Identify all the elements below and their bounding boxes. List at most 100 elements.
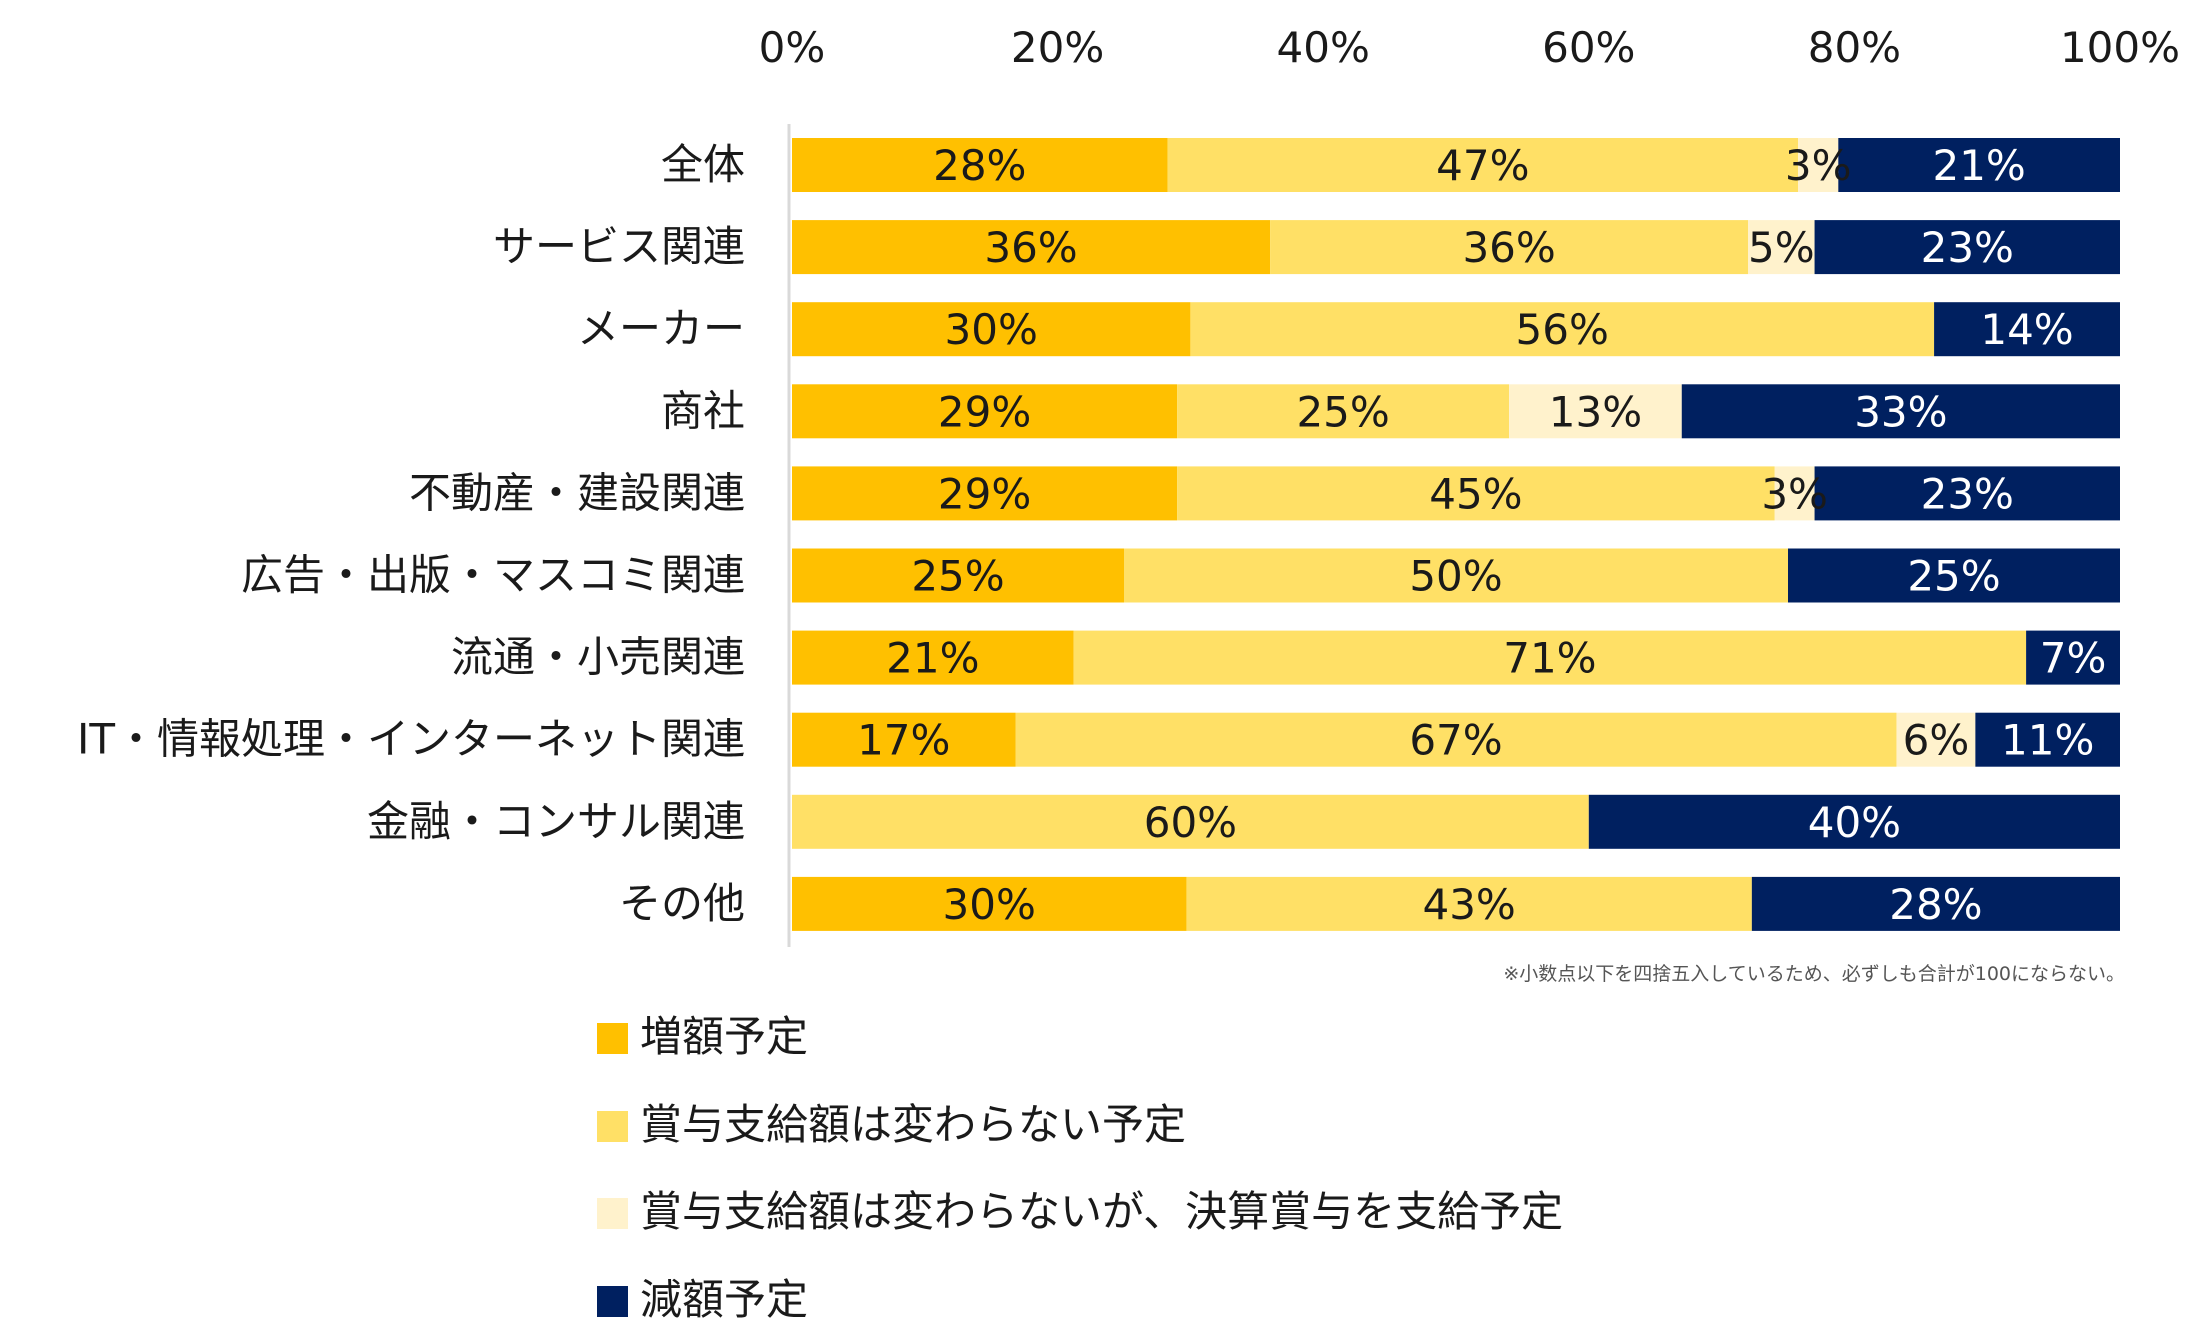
data-label: 67%	[1409, 716, 1502, 765]
category-label: サービス関連	[493, 222, 745, 271]
category-label: 金融・コンサル関連	[367, 797, 745, 846]
x-tick-label: 80%	[1808, 23, 1901, 72]
category-label: その他	[619, 879, 745, 928]
bar-segment	[1190, 302, 1935, 357]
data-label: 3%	[1785, 141, 1852, 190]
data-label: 40%	[1808, 798, 1901, 847]
data-label: 21%	[886, 634, 979, 683]
data-label: 60%	[1144, 798, 1237, 847]
x-tick-label: 60%	[1542, 23, 1635, 72]
bar-segment	[792, 712, 1016, 767]
category-labels: 全体サービス関連メーカー商社不動産・建設関連広告・出版・マスコミ関連流通・小売関…	[77, 140, 745, 928]
data-label: 25%	[1296, 387, 1389, 436]
x-axis-ticks: 0% 20% 40% 60% 80% 100%	[759, 23, 2180, 72]
bar-segment	[1748, 220, 1815, 275]
data-label: 25%	[911, 552, 1004, 601]
data-label: 3%	[1761, 469, 1828, 518]
legend-item: 賞与支給額は変わらないが、決算賞与を支給予定	[597, 1165, 1563, 1253]
data-label: 36%	[984, 223, 1077, 272]
bar-segment	[1124, 548, 1788, 603]
value-labels: 28% 47% 3% 21% 36% 36% 5% 23% 30% 56% 14% 29% 25% 13%…	[857, 141, 2106, 929]
data-label: 43%	[1422, 880, 1515, 929]
legend-item: 賞与支給額は変わらない予定	[597, 1078, 1563, 1166]
data-label: 25%	[1907, 552, 2000, 601]
bar-segment	[2026, 630, 2120, 685]
bar-segment	[1814, 220, 2120, 275]
data-label: 50%	[1409, 552, 1502, 601]
data-label: 17%	[857, 716, 950, 765]
bar-segment	[1015, 712, 1897, 767]
data-label: 23%	[1921, 223, 2014, 272]
bar-segment	[792, 384, 1178, 439]
bar-segment	[1896, 712, 1976, 767]
legend: 増額予定賞与支給額は変わらない予定賞与支給額は変わらないが、決算賞与を支給予定減…	[597, 990, 1563, 1340]
bar-segment	[1073, 630, 2027, 685]
category-label: メーカー	[577, 304, 745, 353]
category-label: 広告・出版・マスコミ関連	[241, 551, 745, 600]
data-label: 14%	[1980, 305, 2073, 354]
legend-item: 減額予定	[597, 1253, 1563, 1340]
data-label: 28%	[933, 141, 1026, 190]
legend-swatch	[597, 1110, 628, 1142]
bar-segment	[1177, 384, 1510, 439]
data-label: 33%	[1854, 387, 1947, 436]
bar-segment	[1774, 466, 1815, 521]
x-tick-label: 100%	[2060, 23, 2180, 72]
data-label: 21%	[1932, 141, 2025, 190]
bar-segment	[1975, 712, 2120, 767]
data-label: 29%	[938, 469, 1031, 518]
category-label: 不動産・建設関連	[409, 468, 745, 517]
data-label: 71%	[1503, 634, 1596, 683]
legend-item: 増額予定	[597, 990, 1563, 1078]
data-label: 30%	[945, 305, 1038, 354]
bar-segment	[1177, 466, 1775, 521]
legend-label: 増額予定	[640, 1012, 809, 1062]
data-label: 29%	[938, 387, 1031, 436]
data-label: 11%	[2001, 716, 2094, 765]
data-label: 45%	[1429, 469, 1522, 518]
bar-segment	[792, 548, 1124, 603]
bar-segment	[792, 220, 1271, 275]
data-label: 28%	[1889, 880, 1982, 929]
data-label: 5%	[1748, 223, 1815, 272]
bar-segment	[792, 794, 1589, 849]
bar-segment	[1788, 548, 2120, 603]
x-tick-label: 0%	[759, 23, 826, 72]
legend-swatch	[597, 1198, 628, 1230]
data-label: 7%	[2040, 634, 2107, 683]
bar-segment	[792, 876, 1187, 931]
data-label: 56%	[1516, 305, 1609, 354]
bar-segment	[792, 466, 1178, 521]
bar-segment	[1838, 138, 2120, 192]
legend-label: 賞与支給額は変わらないが、決算賞与を支給予定	[640, 1187, 1564, 1237]
legend-label: 賞与支給額は変わらない予定	[640, 1099, 1187, 1149]
legend-label: 減額予定	[640, 1274, 809, 1324]
bar-segment	[792, 138, 1168, 192]
category-label: 全体	[661, 140, 745, 189]
bar-segment	[792, 630, 1074, 685]
data-label: 23%	[1921, 469, 2014, 518]
bar-segment	[1270, 220, 1749, 275]
bar-segment	[1167, 138, 1799, 192]
bar-segment	[1588, 794, 2120, 849]
data-label: 36%	[1462, 223, 1555, 272]
footnote: ※小数点以下を四捨五入しているため、必ずしも合計が100にならない。	[1503, 963, 2125, 985]
bars	[792, 138, 2120, 931]
data-label: 30%	[943, 880, 1036, 929]
legend-swatch	[597, 1285, 628, 1317]
data-label: 13%	[1549, 387, 1642, 436]
data-label: 47%	[1436, 141, 1529, 190]
category-label: 流通・小売関連	[451, 633, 745, 682]
category-label: IT・情報処理・インターネット関連	[77, 715, 745, 764]
x-tick-label: 40%	[1277, 23, 1370, 72]
category-label: 商社	[661, 386, 745, 435]
legend-swatch	[597, 1023, 628, 1055]
bar-segment	[1934, 302, 2120, 357]
bar-segment	[792, 302, 1191, 357]
bar-segment	[1186, 876, 1752, 931]
x-tick-label: 20%	[1011, 23, 1104, 72]
bar-segment	[1814, 466, 2120, 521]
bar-segment	[1509, 384, 1682, 439]
bar-segment	[1751, 876, 2120, 931]
